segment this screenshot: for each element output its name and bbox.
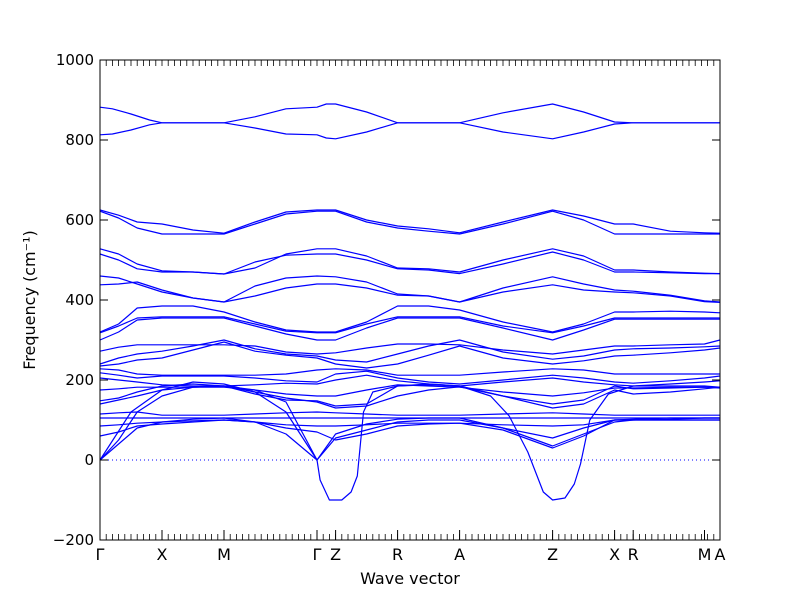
phonon-band-line-3: [99, 209, 721, 234]
phonon-band-line-2: [99, 122, 720, 140]
phonon-band-line-21: [99, 411, 720, 416]
phonon-band-line-7: [99, 275, 721, 303]
y-tick-label: 600: [65, 211, 94, 229]
x-tick-label: M: [698, 545, 712, 564]
y-tick-label: 400: [65, 291, 94, 309]
y-tick-label: 0: [84, 451, 94, 469]
x-tick-label: Γ: [313, 545, 322, 564]
y-tick-label: 1000: [56, 51, 94, 69]
x-tick-label: R: [392, 545, 403, 564]
phonon-band-line-8: [99, 281, 721, 303]
x-tick-label: X: [609, 545, 620, 564]
phonon-band-line-15: [99, 368, 720, 376]
y-axis-label: Frequency (cm⁻¹): [20, 230, 39, 369]
minor-ticks-layer: [99, 60, 721, 540]
x-tick-label: M: [217, 545, 231, 564]
x-tick-label: Z: [330, 545, 341, 564]
x-tick-label: Γ: [96, 545, 105, 564]
phonon-band-line-4: [99, 210, 720, 235]
plot-frame: [99, 59, 721, 541]
phonon-band-line-1: [99, 103, 720, 124]
y-tick-label: 200: [65, 371, 94, 389]
y-axis-ticks: −200 0 200 400 600 800 1000: [53, 51, 720, 549]
phonon-band-line-12: [99, 339, 721, 355]
phonon-band-line-11: [99, 317, 720, 341]
phonon-band-line-14: [99, 341, 721, 369]
series-layer: [99, 103, 721, 501]
phonon-band-line-10: [99, 316, 720, 334]
x-tick-label: Z: [547, 545, 558, 564]
phonon-band-line-9: [99, 305, 721, 333]
x-tick-label: A: [454, 545, 465, 564]
phonon-band-line-25: [99, 385, 720, 461]
phonon-band-line-19: [99, 383, 721, 407]
x-tick-label: R: [628, 545, 639, 564]
phonon-band-line-20: [99, 385, 721, 409]
x-tick-label: A: [715, 545, 726, 564]
phonon-band-line-26: [99, 419, 720, 449]
phonon-band-line-16: [99, 370, 721, 385]
phonon-band-line-6: [99, 251, 720, 275]
x-tick-label: X: [157, 545, 168, 564]
y-tick-label: 800: [65, 131, 94, 149]
phonon-band-line-27: [99, 381, 721, 501]
y-tick-label: −200: [53, 531, 94, 549]
x-axis-label: Wave vector: [360, 569, 460, 588]
phonon-band-line-13: [99, 339, 721, 365]
